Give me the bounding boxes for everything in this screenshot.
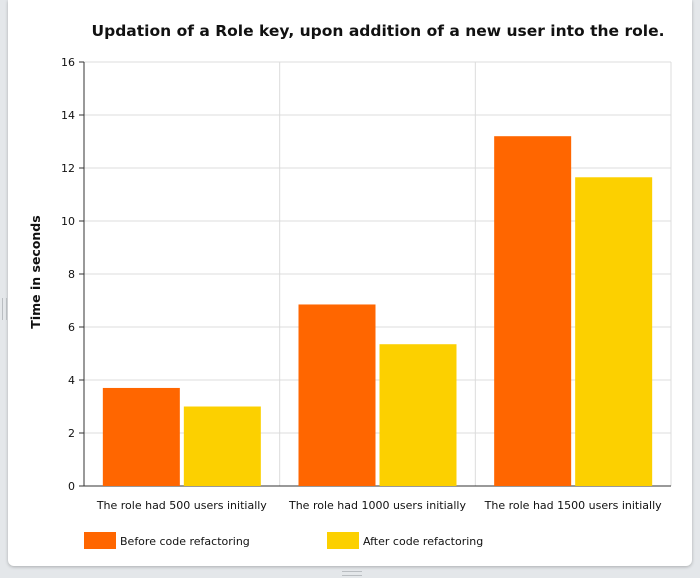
- bar-after-1: [183, 406, 261, 486]
- legend-label: Before code refactoring: [120, 535, 250, 548]
- chart-title: Updation of a Role key, upon addition of…: [92, 22, 665, 40]
- bottom-resize-handle[interactable]: [342, 571, 362, 576]
- legend-swatch: [327, 532, 359, 549]
- y-tick-label: 16: [61, 56, 75, 69]
- bar-before-2: [298, 304, 376, 486]
- y-axis-label: Time in seconds: [28, 215, 43, 328]
- y-tick-label: 10: [61, 215, 75, 228]
- y-tick-label: 0: [68, 480, 75, 493]
- bar-before-3: [494, 136, 572, 486]
- y-tick-label: 2: [68, 427, 75, 440]
- y-tick-label: 8: [68, 268, 75, 281]
- y-tick-label: 4: [68, 374, 75, 387]
- gridlines: [84, 61, 672, 486]
- x-category-label: The role had 1000 users initially: [288, 499, 466, 512]
- x-category-label: The role had 500 users initially: [96, 499, 267, 512]
- x-category-label: The role had 1500 users initially: [484, 499, 662, 512]
- axes: [79, 61, 671, 487]
- legend-label: After code refactoring: [363, 535, 483, 548]
- bars: [102, 136, 653, 486]
- axis-labels: 0 2 4 6 8 10 12 14 16 The role had 500 users init…: [61, 56, 662, 512]
- y-tick-label: 14: [61, 109, 75, 122]
- bar-after-2: [379, 344, 457, 486]
- bar-before-1: [102, 387, 180, 486]
- legend-swatch: [84, 532, 116, 549]
- left-resize-handle[interactable]: [2, 298, 7, 320]
- legend: Before code refactoring After code refact…: [84, 532, 483, 549]
- bar-after-3: [575, 177, 653, 486]
- y-tick-label: 12: [61, 162, 75, 175]
- y-tick-label: 6: [68, 321, 75, 334]
